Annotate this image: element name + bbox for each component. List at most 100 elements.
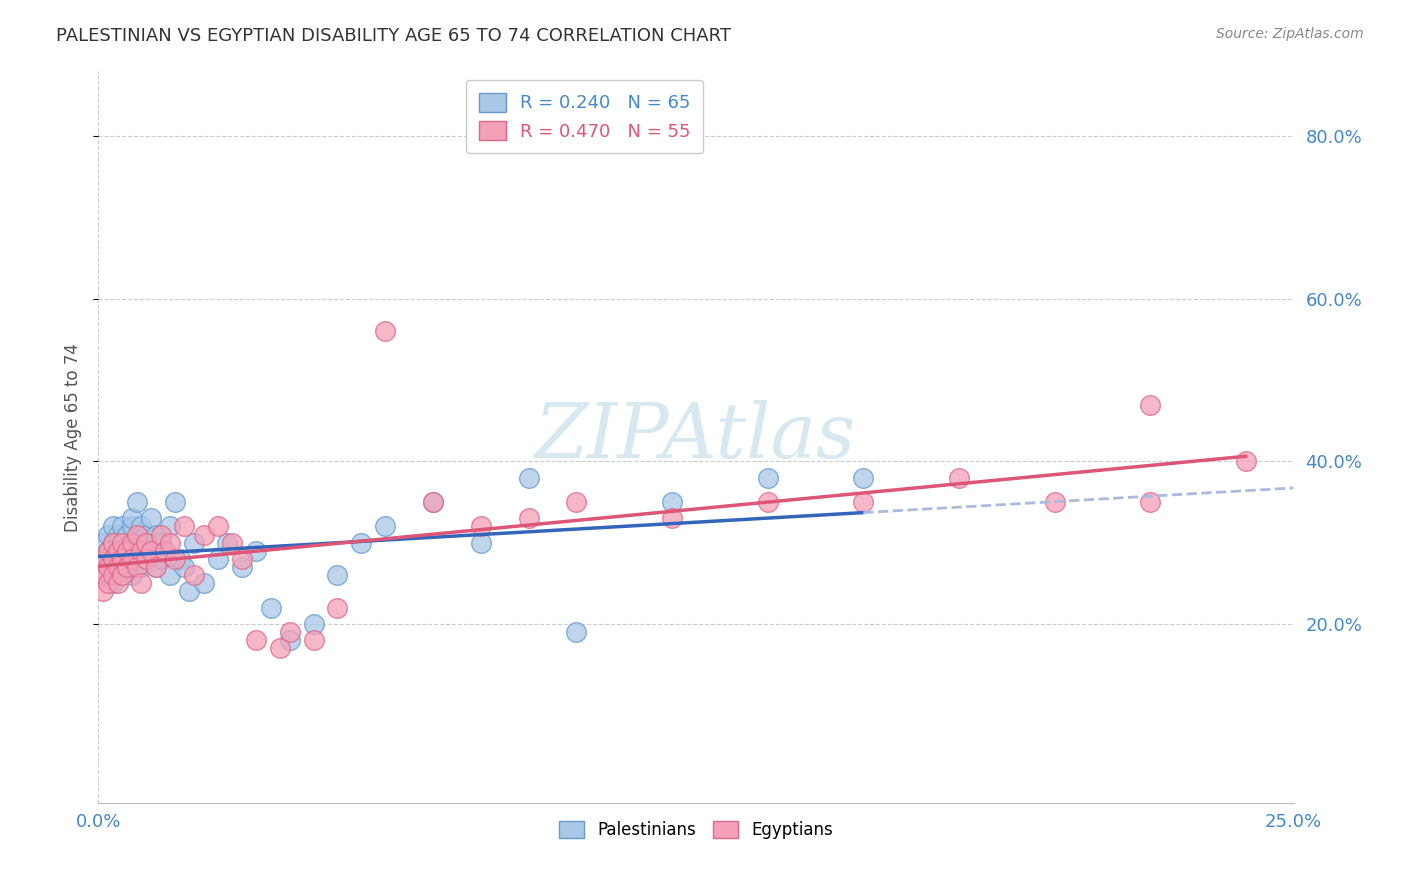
Point [1139,495,1161,509]
Point [470,519,492,533]
Point [115,560,138,574]
Point [115,544,138,558]
Point [97,544,120,558]
Point [517,471,540,485]
Point [163,552,186,566]
Point [302,633,325,648]
Point [422,495,444,509]
Point [125,527,148,541]
Point [111,519,134,533]
Point [278,625,301,640]
Point [145,560,167,574]
Point [107,560,129,574]
Point [97,576,120,591]
Point [302,617,325,632]
Point [135,527,157,541]
Point [374,325,396,339]
Point [139,544,162,558]
Point [121,519,143,533]
Point [121,535,143,549]
Point [101,535,124,549]
Point [350,535,373,549]
Point [121,552,143,566]
Point [231,552,253,566]
Point [107,560,129,574]
Point [159,535,181,549]
Point [259,600,281,615]
Point [101,535,124,549]
Point [135,535,157,549]
Text: ZIPAtlas: ZIPAtlas [536,401,856,474]
Point [111,535,134,549]
Point [91,552,114,566]
Point [121,511,143,525]
Point [97,560,120,574]
Point [565,625,588,640]
Point [661,511,683,525]
Point [131,544,153,558]
Point [111,552,134,566]
Point [101,576,124,591]
Point [91,568,114,582]
Point [207,519,229,533]
Point [97,560,120,574]
Point [852,471,875,485]
Point [139,511,162,525]
Point [169,552,191,566]
Point [173,560,195,574]
Point [139,544,162,558]
Point [131,544,153,558]
Point [1043,495,1066,509]
Point [756,471,779,485]
Point [517,511,540,525]
Point [115,544,138,558]
Point [111,535,134,549]
Legend: Palestinians, Egyptians: Palestinians, Egyptians [553,814,839,846]
Point [245,544,267,558]
Point [217,535,239,549]
Point [565,495,588,509]
Point [145,560,167,574]
Point [115,527,138,541]
Point [125,495,148,509]
Point [221,535,243,549]
Point [470,535,492,549]
Point [125,535,148,549]
Point [125,560,148,574]
Point [269,641,291,656]
Point [101,519,124,533]
Point [163,495,186,509]
Point [121,568,143,582]
Point [149,552,172,566]
Point [97,544,120,558]
Point [131,519,153,533]
Point [149,535,172,549]
Point [183,535,205,549]
Point [107,544,129,558]
Point [135,535,157,549]
Point [97,527,120,541]
Point [135,552,157,566]
Point [159,568,181,582]
Point [131,576,153,591]
Point [115,560,138,574]
Point [101,552,124,566]
Point [101,568,124,582]
Point [173,519,195,533]
Point [278,633,301,648]
Point [91,552,114,566]
Point [125,560,148,574]
Point [326,600,349,615]
Y-axis label: Disability Age 65 to 74: Disability Age 65 to 74 [65,343,83,532]
Point [121,552,143,566]
Point [91,584,114,599]
Point [661,495,683,509]
Point [107,576,129,591]
Point [159,519,181,533]
Point [111,568,134,582]
Point [131,560,153,574]
Point [155,544,177,558]
Point [756,495,779,509]
Point [107,544,129,558]
Point [91,535,114,549]
